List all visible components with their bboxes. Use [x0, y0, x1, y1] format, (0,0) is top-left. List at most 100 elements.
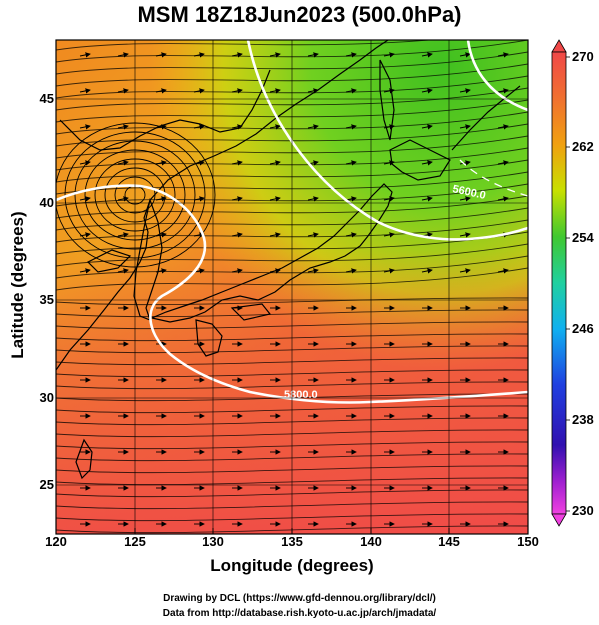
y-tick-label: 40: [39, 195, 54, 210]
wind-arrow: [79, 232, 91, 238]
streamline: [56, 219, 528, 243]
wind-arrow: [307, 268, 319, 274]
colorbar: [551, 39, 570, 527]
wind-arrow: [231, 124, 243, 130]
wind-arrow: [345, 124, 357, 130]
japan-honshu-coast: [150, 183, 393, 323]
coastlines: [56, 40, 521, 480]
wind-arrow: [193, 196, 205, 202]
streamline: [56, 267, 528, 291]
asia-mainland-coast: [56, 40, 389, 371]
japan-hokkaido-coast: [389, 139, 451, 181]
y-tick-label: 35: [39, 292, 54, 307]
streamline: [56, 183, 528, 207]
wind-arrow: [459, 124, 471, 130]
streamline: [56, 381, 528, 390]
y-tick-label: 25: [39, 477, 54, 492]
x-tick-label: 120: [45, 534, 67, 549]
streamline: [56, 513, 528, 522]
streamline: [56, 159, 528, 183]
wind-arrow: [269, 160, 281, 166]
x-axis-label: Longitude (degrees): [210, 556, 374, 575]
wind-arrow: [383, 268, 395, 274]
contour-5800: [56, 184, 528, 404]
wind-arrow: [421, 124, 433, 130]
wind-arrow: [155, 160, 167, 166]
streamline: [56, 441, 528, 450]
wind-arrow: [231, 160, 243, 166]
colorbar-scale: [551, 51, 567, 515]
wind-arrow: [421, 88, 433, 94]
colorbar-tick-label: 270: [572, 49, 594, 64]
streamline: [56, 255, 528, 279]
credit-data-source: Data from http://database.rish.kyoto-u.a…: [162, 608, 437, 619]
credit-drawing: Drawing by DCL (https://www.gfd-dennou.o…: [163, 593, 436, 604]
wind-arrow: [345, 268, 357, 274]
wind-arrow: [269, 88, 281, 94]
japan-shikoku-coast: [230, 303, 272, 321]
wind-arrow: [117, 232, 129, 238]
colorbar-tick-label: 230: [572, 503, 594, 518]
wind-arrow: [79, 88, 91, 94]
wind-arrow: [383, 196, 395, 202]
wind-arrow: [459, 160, 471, 166]
streamline: [56, 123, 528, 147]
wind-arrow: [421, 52, 433, 58]
wind-arrow: [231, 268, 243, 274]
streamline: [56, 243, 528, 267]
wind-arrow: [269, 232, 281, 238]
streamline: [56, 417, 528, 426]
colorbar-top-arrow: [551, 39, 567, 53]
streamline: [56, 111, 528, 135]
streamline: [56, 87, 528, 111]
x-tick-label: 140: [360, 534, 382, 549]
wind-arrow: [497, 88, 509, 94]
taiwan-coast: [75, 438, 93, 480]
colorbar-bottom-arrow: [551, 513, 567, 527]
wind-arrow: [117, 160, 129, 166]
streamline: [56, 369, 528, 378]
wind-arrow: [307, 232, 319, 238]
streamline: [56, 135, 528, 159]
china-inland-border: [59, 69, 271, 151]
streamline: [56, 477, 528, 486]
wind-arrow: [345, 196, 357, 202]
contour-5600-north: [466, 40, 528, 112]
wind-arrow: [345, 88, 357, 94]
streamline: [56, 429, 528, 438]
wind-arrow: [269, 196, 281, 202]
wind-arrow: [497, 160, 509, 166]
x-tick-label: 130: [202, 534, 224, 549]
wind-arrow: [117, 268, 129, 274]
wind-arrow: [231, 88, 243, 94]
wind-arrow: [155, 88, 167, 94]
wind-arrow: [307, 196, 319, 202]
colorbar-tick-label: 262: [572, 139, 594, 154]
wind-arrow: [459, 268, 471, 274]
wind-arrow: [459, 52, 471, 58]
streamline: [56, 465, 528, 474]
wind-arrow: [459, 196, 471, 202]
streamline: [56, 333, 528, 342]
shandong-coast: [86, 249, 132, 273]
x-tick-label: 145: [438, 534, 460, 549]
kuril-islands: [451, 85, 521, 151]
streamline: [56, 40, 435, 51]
wind-arrow: [345, 232, 357, 238]
streamline: [56, 195, 528, 219]
wind-arrow: [497, 268, 509, 274]
wind-arrow: [497, 196, 509, 202]
streamline: [56, 405, 528, 414]
streamline: [56, 321, 528, 330]
streamline: [56, 345, 528, 354]
wind-arrow: [79, 52, 91, 58]
wind-arrow: [193, 124, 205, 130]
wind-arrow: [155, 52, 167, 58]
wind-arrow: [269, 124, 281, 130]
wind-arrow: [193, 52, 205, 58]
wind-arrow: [117, 88, 129, 94]
wind-arrow: [117, 52, 129, 58]
lat-lon-grid: [56, 40, 528, 534]
streamline: [56, 357, 528, 366]
